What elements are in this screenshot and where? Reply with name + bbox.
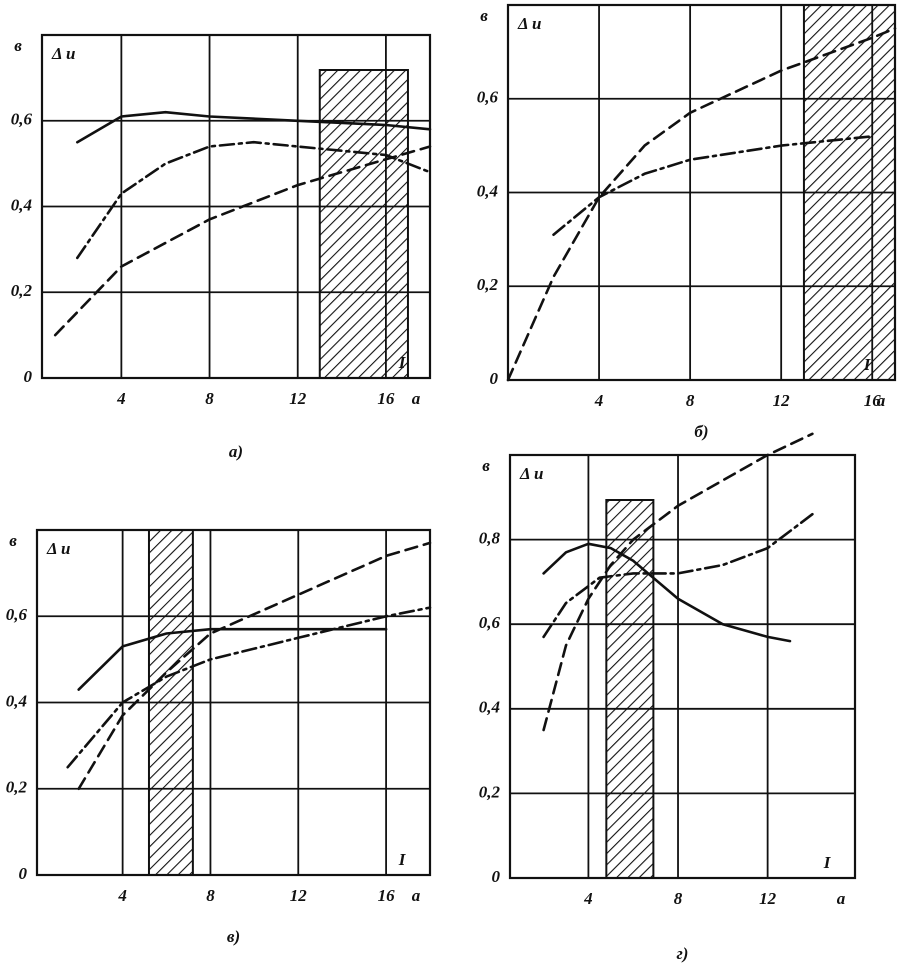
- curve-label: I: [398, 850, 407, 869]
- y-tick-label: 0,4: [11, 195, 32, 214]
- y-axis-label: в: [14, 36, 22, 55]
- y-tick-label: 0,8: [479, 529, 501, 548]
- curve-label: I: [863, 355, 872, 374]
- y-tick-label: 0,4: [477, 181, 498, 200]
- curve: [552, 135, 874, 236]
- caption: в): [227, 927, 240, 946]
- curve: [542, 512, 814, 639]
- curve: [542, 542, 792, 643]
- plot-frame: [508, 453, 857, 880]
- x-tick-label: 8: [674, 889, 683, 908]
- plot-frame: [40, 33, 432, 380]
- x-tick-label: 8: [206, 886, 215, 905]
- hatched-band: [605, 499, 655, 879]
- x-axis-label: а: [837, 889, 846, 908]
- x-tick-label: 4: [116, 389, 126, 408]
- caption: б): [694, 422, 708, 441]
- hatched-band: [318, 69, 409, 379]
- y-tick-label: 0: [490, 369, 499, 388]
- x-tick-label: 12: [289, 389, 307, 408]
- y-tick-label: 0,2: [6, 778, 28, 797]
- y-axis-label: в: [9, 531, 17, 550]
- series-label: Δ u: [46, 539, 70, 558]
- series-label: Δ u: [51, 44, 75, 63]
- x-axis-label: а: [877, 391, 886, 410]
- caption: а): [229, 442, 243, 461]
- y-tick-label: 0,2: [11, 281, 33, 300]
- y-tick-label: 0,4: [6, 691, 27, 710]
- y-axis-label: в: [480, 6, 488, 25]
- y-tick-label: 0,4: [479, 698, 500, 717]
- curve: [542, 432, 814, 732]
- curve-label: I: [398, 353, 407, 372]
- curve: [77, 627, 388, 691]
- y-tick-label: 0,6: [477, 88, 499, 107]
- y-axis-label: в: [482, 456, 490, 475]
- y-tick-label: 0: [24, 367, 33, 386]
- curve: [77, 541, 432, 791]
- curve: [76, 140, 432, 260]
- y-tick-label: 0,6: [11, 110, 33, 129]
- caption: г): [677, 944, 689, 963]
- plot-frame: [506, 3, 897, 382]
- y-tick-label: 0,2: [479, 782, 501, 801]
- x-tick-label: 4: [117, 886, 127, 905]
- series-label: Δ u: [519, 464, 543, 483]
- y-tick-label: 0,6: [6, 605, 28, 624]
- x-tick-label: 12: [290, 886, 308, 905]
- y-tick-label: 0: [19, 864, 28, 883]
- x-axis-label: а: [412, 886, 421, 905]
- x-tick-label: 16: [378, 886, 396, 905]
- x-tick-label: 8: [205, 389, 214, 408]
- x-tick-label: 12: [773, 391, 791, 410]
- y-tick-label: 0,6: [479, 613, 501, 632]
- x-tick-label: 8: [686, 391, 695, 410]
- y-tick-label: 0,2: [477, 275, 499, 294]
- curve: [53, 145, 432, 337]
- curve: [66, 606, 432, 769]
- x-tick-label: 12: [759, 889, 777, 908]
- curve: [76, 110, 432, 144]
- x-tick-label: 16: [864, 391, 882, 410]
- x-tick-label: 16: [377, 389, 395, 408]
- x-axis-label: а: [412, 389, 421, 408]
- plot-frame: [35, 528, 432, 877]
- y-tick-label: 0: [492, 867, 501, 886]
- curve-label: I: [823, 853, 832, 872]
- x-tick-label: 4: [583, 889, 593, 908]
- x-tick-label: 4: [594, 391, 604, 410]
- series-label: Δ u: [517, 14, 541, 33]
